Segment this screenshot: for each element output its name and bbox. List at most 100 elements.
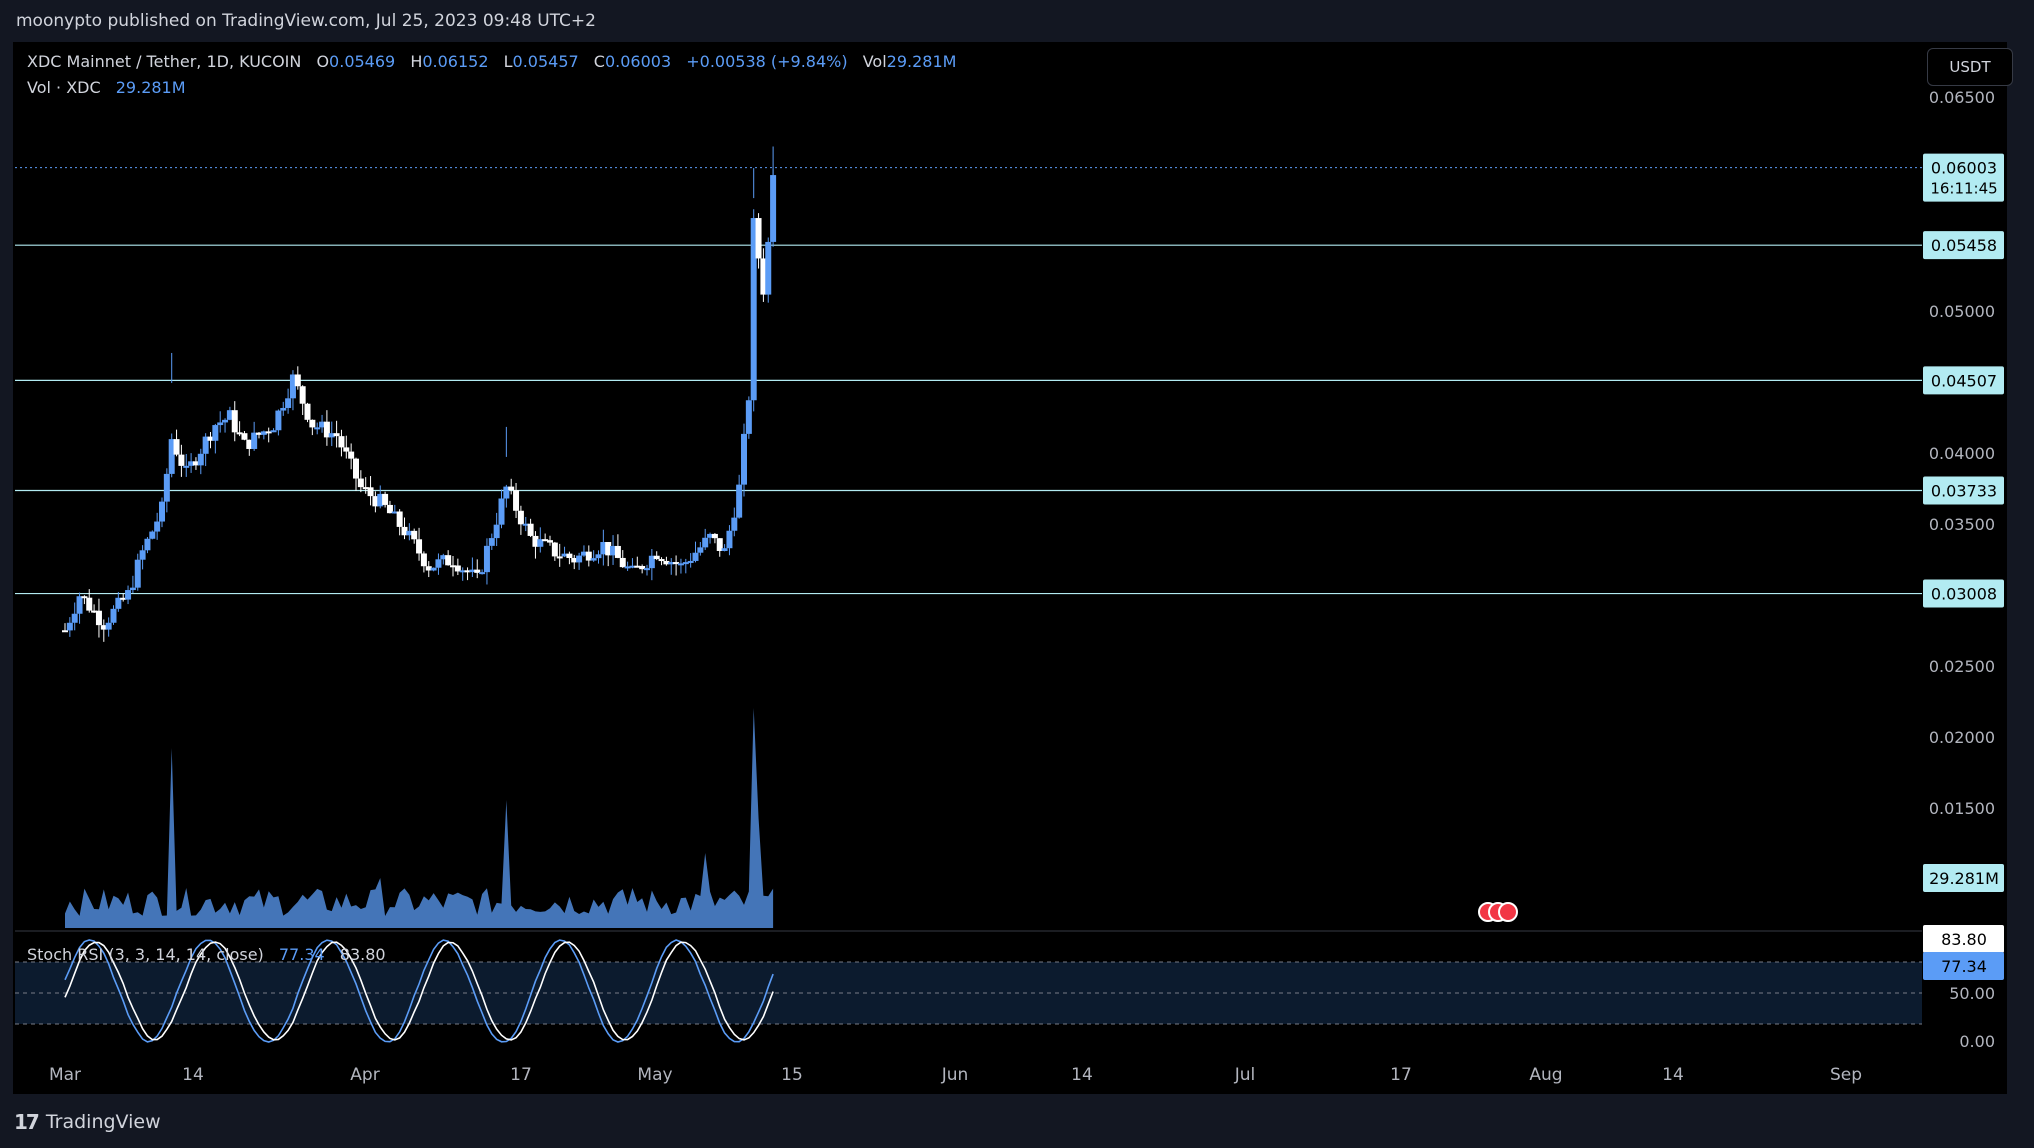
candle-body [493, 524, 500, 539]
candle-body [464, 570, 471, 573]
candle-body [343, 447, 350, 452]
y-tick-label: 0.02000 [1929, 728, 1995, 747]
level-3-label: 0.03008 [1931, 585, 1997, 604]
x-tick-label: May [637, 1065, 672, 1085]
candle-body [304, 403, 311, 420]
stoch-d-line [64, 941, 774, 1041]
candle-body [275, 410, 282, 431]
candle-body [687, 560, 694, 563]
candle-body [222, 419, 229, 423]
candle-body [663, 560, 670, 565]
candle-body [115, 597, 122, 609]
candle-body [149, 531, 156, 539]
candle-body [711, 533, 718, 539]
candle-body [125, 590, 132, 600]
candle-body [479, 572, 486, 575]
candle-body [319, 421, 326, 428]
candle-body [168, 439, 175, 474]
y-tick-label: 0.03500 [1929, 515, 1995, 534]
candle-body [755, 218, 762, 259]
candle-body [648, 555, 655, 569]
candle-body [163, 473, 170, 502]
x-tick-label: Sep [1830, 1065, 1862, 1085]
candle-body [469, 569, 476, 573]
y-tick-label: 0.02500 [1929, 657, 1995, 676]
candle-body [454, 565, 461, 572]
candle-body [750, 218, 757, 401]
candle-body [445, 555, 452, 566]
candle-body [323, 421, 330, 438]
stoch-rsi-layer [15, 930, 1922, 1043]
stoch-d-value: 83.80 [339, 945, 386, 964]
stoch-k-tag [1923, 952, 2004, 980]
candle-body [488, 538, 495, 546]
candle-body [260, 431, 267, 435]
close-label: C [593, 52, 605, 71]
candle-body [731, 517, 738, 531]
candle-body [435, 559, 442, 568]
candle-body [459, 570, 466, 573]
x-tick-label: 14 [1662, 1065, 1684, 1085]
volume-tag [1923, 864, 2004, 892]
candle-body [522, 523, 529, 526]
candle-body [81, 596, 88, 599]
candle-body [745, 400, 752, 434]
candle-body [71, 613, 78, 623]
tradingview-logo-icon: 17 [14, 1110, 40, 1134]
candle-body [517, 510, 524, 525]
x-tick-label: Mar [49, 1065, 81, 1085]
symbol-title: XDC Mainnet / Tether, 1D, KUCOIN [27, 52, 302, 71]
x-tick-label: Apr [350, 1065, 379, 1085]
candle-body [251, 432, 258, 449]
level-0-tag [1923, 231, 2004, 260]
candle-body [498, 498, 505, 525]
y-tick-label: 0.05000 [1929, 302, 1995, 321]
candle-body [236, 432, 243, 435]
candle-body [595, 554, 602, 559]
candle-body [91, 610, 98, 613]
candle-body [644, 568, 650, 571]
axis-layer: 0.06500 0.05000 0.04000 0.03500 0.02500 0.020… [49, 88, 2004, 1085]
close-value: 0.06003 [604, 52, 672, 71]
candle-body [367, 487, 374, 497]
currency-button[interactable]: USDT [1927, 48, 2013, 86]
candle-body [159, 501, 165, 522]
last-price-label: 0.06003 [1931, 159, 1997, 178]
candle-body [207, 436, 214, 441]
stoch-k-line [64, 939, 774, 1043]
candle-body [736, 484, 743, 518]
volume-legend: Vol · XDC 29.281M [27, 78, 186, 97]
y-tick-label: 0.01500 [1929, 799, 1995, 818]
candle-body [362, 487, 369, 490]
candle-body [668, 562, 675, 565]
candle-body [420, 553, 427, 567]
candle-body [411, 530, 418, 540]
candle-body [95, 610, 102, 626]
candle-body [386, 504, 393, 514]
candle-body [634, 565, 641, 568]
candle-body [86, 597, 93, 611]
brand[interactable]: 17 TradingView [14, 1110, 161, 1134]
candle-body [697, 547, 704, 553]
candle-body [483, 545, 490, 573]
candle-body [600, 542, 607, 555]
stoch-k-label: 77.34 [1941, 957, 1987, 976]
low-value: 0.05457 [512, 52, 579, 71]
candle-body [590, 558, 597, 561]
candle-body [542, 539, 549, 542]
stoch-k-value: 77.34 [278, 945, 325, 964]
candle-body [192, 461, 199, 466]
x-tick-label: 17 [510, 1065, 532, 1085]
candle-body [231, 410, 238, 433]
candle-body [212, 425, 219, 441]
candle-body [416, 539, 423, 554]
candle-body [285, 398, 292, 408]
candle-body [430, 567, 437, 571]
candle-body [226, 410, 233, 420]
candle-body [294, 374, 301, 387]
candle-body [741, 433, 747, 485]
open-value: 0.05469 [329, 52, 396, 71]
candle-body [556, 556, 563, 559]
volume-layer [65, 708, 1518, 928]
